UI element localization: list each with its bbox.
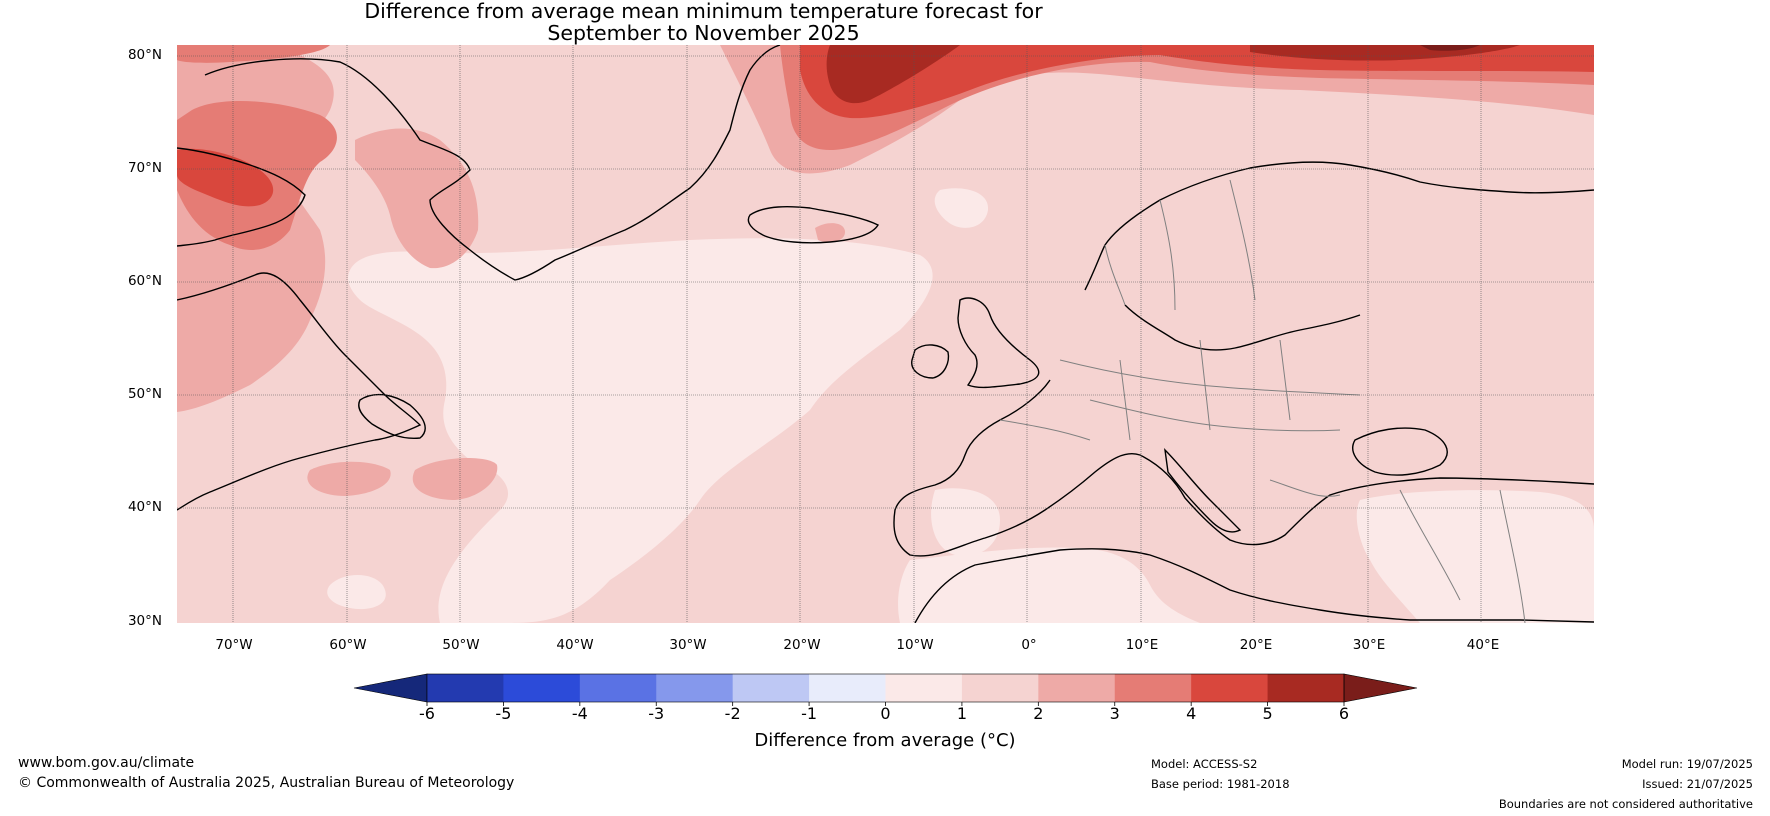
- colorbar-label: Difference from average (°C): [754, 730, 1016, 751]
- disclaimer-text: Boundaries are not considered authoritat…: [1498, 797, 1753, 811]
- lat-label-80n: 80°N: [127, 47, 162, 63]
- anomaly-band-3-4-canada-north: [177, 45, 330, 63]
- anomaly-band-above-6: [1420, 45, 1480, 51]
- ireland-coast: [911, 344, 950, 379]
- scandinavia-coast: [1084, 161, 1594, 291]
- anomaly-band-5-6-svalbard: [826, 45, 960, 104]
- colorbar-tick-label: -2: [724, 704, 741, 723]
- anomaly-band-2-3-patch-west: [307, 461, 391, 496]
- country-borders: [999, 179, 1526, 623]
- lon-label-20w: 20°W: [783, 637, 821, 653]
- colorbar-tick-label: 2: [1033, 704, 1044, 723]
- colorbar-tick-label: -1: [801, 704, 818, 723]
- colorbar-tick-label: 1: [956, 704, 967, 723]
- baltic-coast: [1124, 304, 1361, 351]
- lon-label-0: 0°: [1021, 637, 1037, 653]
- lon-label-40e: 40°E: [1466, 637, 1500, 653]
- lon-label-10e: 10°E: [1125, 637, 1159, 653]
- anomaly-band-2-3-west-greenland: [355, 128, 479, 269]
- anomaly-band-0-1-iceland-east: [934, 188, 989, 228]
- model-text: Model: ACCESS-S2: [1151, 757, 1258, 771]
- colorbar-segment: [732, 674, 810, 702]
- colorbar: [353, 673, 1418, 706]
- lon-label-20e: 20°E: [1239, 637, 1273, 653]
- lon-label-30w: 30°W: [669, 637, 707, 653]
- colorbar-segment: [1267, 674, 1345, 702]
- graticule: [177, 45, 1594, 623]
- colorbar-tick-label: 0: [880, 704, 891, 723]
- colorbar-tick-label: 5: [1262, 704, 1273, 723]
- map-title-line1: Difference from average mean minimum tem…: [364, 0, 1043, 23]
- colorbar-tick-label: 4: [1186, 704, 1197, 723]
- lon-label-40w: 40°W: [556, 637, 594, 653]
- colorbar-segment: [1038, 674, 1116, 702]
- colorbar-segment: [503, 674, 581, 702]
- lat-label-70n: 70°N: [127, 160, 162, 176]
- anomaly-band-4-5-baffin: [177, 148, 274, 207]
- britain-coast: [957, 297, 1040, 389]
- website-link[interactable]: www.bom.gov.au/climate: [18, 755, 195, 771]
- colorbar-extend-low: [353, 673, 428, 703]
- lon-label-70w: 70°W: [215, 637, 253, 653]
- colorbar-tick-label: -3: [648, 704, 665, 723]
- lat-label-40n: 40°N: [127, 499, 162, 515]
- anomaly-band-2-3-patch-iceland: [815, 223, 845, 243]
- colorbar-segment: [427, 674, 504, 702]
- anomaly-band-0-1-middle-east: [1356, 490, 1594, 623]
- newfoundland-coast: [358, 393, 426, 440]
- labrador-coast: [177, 272, 422, 511]
- anomaly-band-0-1-patch-azores: [532, 513, 556, 533]
- colorbar-tick-label: -4: [571, 704, 588, 723]
- model-run-text: Model run: 19/07/2025: [1621, 757, 1753, 771]
- lon-label-50w: 50°W: [442, 637, 480, 653]
- lat-label-30n: 30°N: [127, 613, 162, 629]
- lon-label-60w: 60°W: [329, 637, 367, 653]
- colorbar-segment: [656, 674, 734, 702]
- lat-label-50n: 50°N: [127, 386, 162, 402]
- map-title-line2: September to November 2025: [547, 21, 860, 45]
- colorbar-segment: [809, 674, 886, 702]
- colorbar-extend-high: [1343, 673, 1418, 703]
- colorbar-segment: [961, 674, 1039, 702]
- baffin-coast: [177, 147, 306, 247]
- lon-label-30e: 30°E: [1352, 637, 1386, 653]
- anomaly-band-4-5-svalbard: [800, 45, 1594, 119]
- anomaly-band-0-1-atlantic: [348, 238, 933, 623]
- anomaly-band-0-1-patch-sw: [327, 574, 386, 610]
- colorbar-segment: [1191, 674, 1269, 702]
- colorbar-segment: [885, 674, 963, 702]
- coastlines: [177, 45, 1594, 623]
- black-sea-coast: [1352, 427, 1448, 476]
- issued-text: Issued: 21/07/2025: [1642, 777, 1753, 791]
- colorbar-segment: [579, 674, 657, 702]
- colorbar-tick-label: 3: [1109, 704, 1120, 723]
- colorbar-tick-label: -5: [495, 704, 512, 723]
- lat-label-60n: 60°N: [127, 273, 162, 289]
- base-period-text: Base period: 1981-2018: [1151, 777, 1290, 791]
- colorbar-segment: [1114, 674, 1192, 702]
- lon-label-10w: 10°W: [896, 637, 934, 653]
- colorbar-tick-label: 6: [1338, 704, 1350, 723]
- italy-coast: [1164, 448, 1242, 533]
- greenland-coast: [204, 45, 781, 281]
- continental-europe-coast: [893, 379, 1594, 557]
- anomaly-band-2-3-patch-east: [412, 458, 498, 500]
- colorbar-tick-label: -6: [419, 704, 435, 723]
- north-africa-coast: [914, 548, 1594, 623]
- iceland-coast: [747, 205, 879, 244]
- copyright-text: © Commonwealth of Australia 2025, Austra…: [18, 775, 515, 791]
